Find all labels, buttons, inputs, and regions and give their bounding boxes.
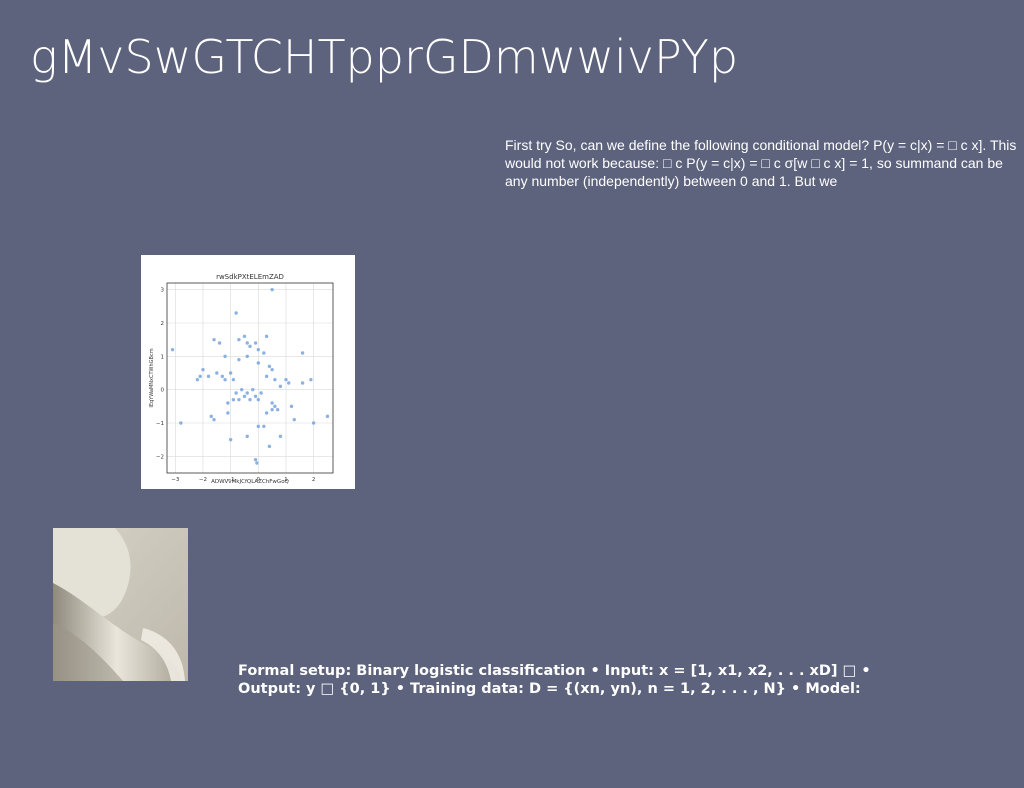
scatter-point — [248, 344, 252, 349]
scatter-point — [245, 341, 249, 345]
scatter-point — [264, 334, 269, 339]
scatter-point — [245, 354, 249, 359]
scatter-point — [256, 397, 260, 402]
x-tick-label: 0 — [257, 477, 261, 483]
x-tick-label: −1 — [227, 477, 235, 483]
scatter-point — [201, 367, 205, 372]
scatter-point — [217, 341, 222, 345]
scatter-point — [262, 424, 266, 429]
scatter-point — [309, 377, 313, 382]
scatter-point — [237, 337, 241, 342]
bottom-paragraph: Formal setup: Binary logistic classifica… — [238, 663, 871, 697]
scatter-point — [212, 337, 216, 342]
y-tick-label: 1 — [161, 354, 165, 360]
scatter-point — [226, 411, 230, 415]
y-tick-label: −1 — [156, 421, 164, 427]
scatter-point — [237, 397, 241, 402]
scatter-point — [231, 377, 236, 382]
x-tick-label: −2 — [199, 477, 207, 483]
chart-xlabel: ADWVvMkJCfQLAZChFwGoQ — [211, 479, 289, 485]
scatter-point — [300, 381, 305, 385]
scatter-point — [242, 394, 247, 399]
scatter-point — [287, 381, 291, 385]
scatter-point — [256, 424, 260, 429]
scatter-point — [220, 374, 225, 379]
scatter-point — [311, 421, 316, 425]
scatter-point — [278, 434, 283, 439]
abstract-ceramic-sculpture-icon — [53, 528, 188, 681]
scatter-point — [270, 367, 274, 372]
scatter-point — [253, 457, 258, 462]
scatter-point — [170, 347, 175, 352]
right-paragraph: First try So, can we define the followin… — [505, 137, 1017, 189]
scatter-point — [242, 334, 247, 339]
scatter-point — [292, 417, 296, 422]
scatter-point — [253, 341, 258, 345]
scatter-point — [289, 404, 294, 409]
scatter-point — [255, 461, 259, 465]
x-tick-label: 1 — [284, 477, 288, 483]
scatter-point — [245, 391, 249, 395]
scatter-point — [300, 351, 305, 355]
scatter-chart: rwSdkPXtELEmZAD −3 −2 −1 0 1 2 −2 −1 0 1 2 3 ADWVvM… — [141, 255, 355, 489]
scatter-point — [325, 414, 330, 419]
scatter-point — [240, 387, 244, 392]
scatter-point — [195, 377, 200, 382]
chart-title: rwSdkPXtELEmZAD — [216, 273, 284, 281]
scatter-point — [264, 411, 269, 415]
scatter-point — [212, 417, 216, 422]
scatter-point — [234, 311, 238, 315]
chart-ticks: −3 −2 −1 0 1 2 −2 −1 0 1 2 3 — [156, 288, 315, 483]
scatter-point — [198, 374, 202, 379]
scatter-chart-card: rwSdkPXtELEmZAD −3 −2 −1 0 1 2 −2 −1 0 1 2 3 ADWVvM… — [141, 255, 355, 489]
scatter-point — [223, 377, 227, 382]
y-tick-label: 2 — [161, 321, 165, 327]
scatter-point — [179, 421, 183, 425]
scatter-point — [273, 377, 277, 382]
scatter-point — [262, 351, 266, 355]
scatter-point — [237, 357, 241, 362]
scatter-point — [275, 407, 280, 412]
plot-frame — [166, 282, 334, 474]
chart-background — [141, 255, 355, 489]
scatter-point — [248, 397, 252, 402]
scatter-point — [251, 387, 255, 392]
scatter-point — [270, 407, 274, 412]
scatter-point — [253, 394, 258, 399]
scatter-point — [273, 404, 277, 409]
scatter-point — [270, 401, 274, 405]
scatter-point — [206, 374, 211, 379]
y-tick-label: 0 — [161, 388, 165, 394]
chart-points — [170, 287, 330, 465]
scatter-point — [215, 371, 219, 375]
scatter-point — [231, 397, 236, 402]
y-tick-label: 3 — [161, 288, 165, 294]
scatter-point — [256, 347, 260, 352]
x-tick-label: −3 — [171, 477, 180, 483]
scatter-point — [245, 434, 249, 439]
scatter-point — [278, 384, 283, 389]
scatter-point — [267, 364, 272, 369]
scatter-point — [259, 391, 263, 395]
scatter-point — [267, 444, 272, 449]
scatter-point — [264, 374, 269, 379]
scatter-point — [209, 414, 213, 419]
scatter-point — [223, 354, 227, 359]
scatter-point — [284, 377, 288, 382]
scatter-point — [228, 371, 233, 375]
scatter-point — [228, 437, 233, 442]
x-tick-label: 2 — [312, 477, 316, 483]
scatter-point — [226, 401, 230, 405]
scatter-point — [234, 391, 238, 395]
sculpture-photo — [53, 528, 188, 681]
chart-ylabel: IEqYWaMNxCTWhGBcm — [149, 348, 155, 407]
y-tick-label: −2 — [156, 454, 164, 460]
scatter-point — [256, 361, 260, 365]
slide-title: gMvSwGTCHTpprGDmwwivPYp — [30, 30, 739, 84]
scatter-point — [270, 287, 274, 292]
